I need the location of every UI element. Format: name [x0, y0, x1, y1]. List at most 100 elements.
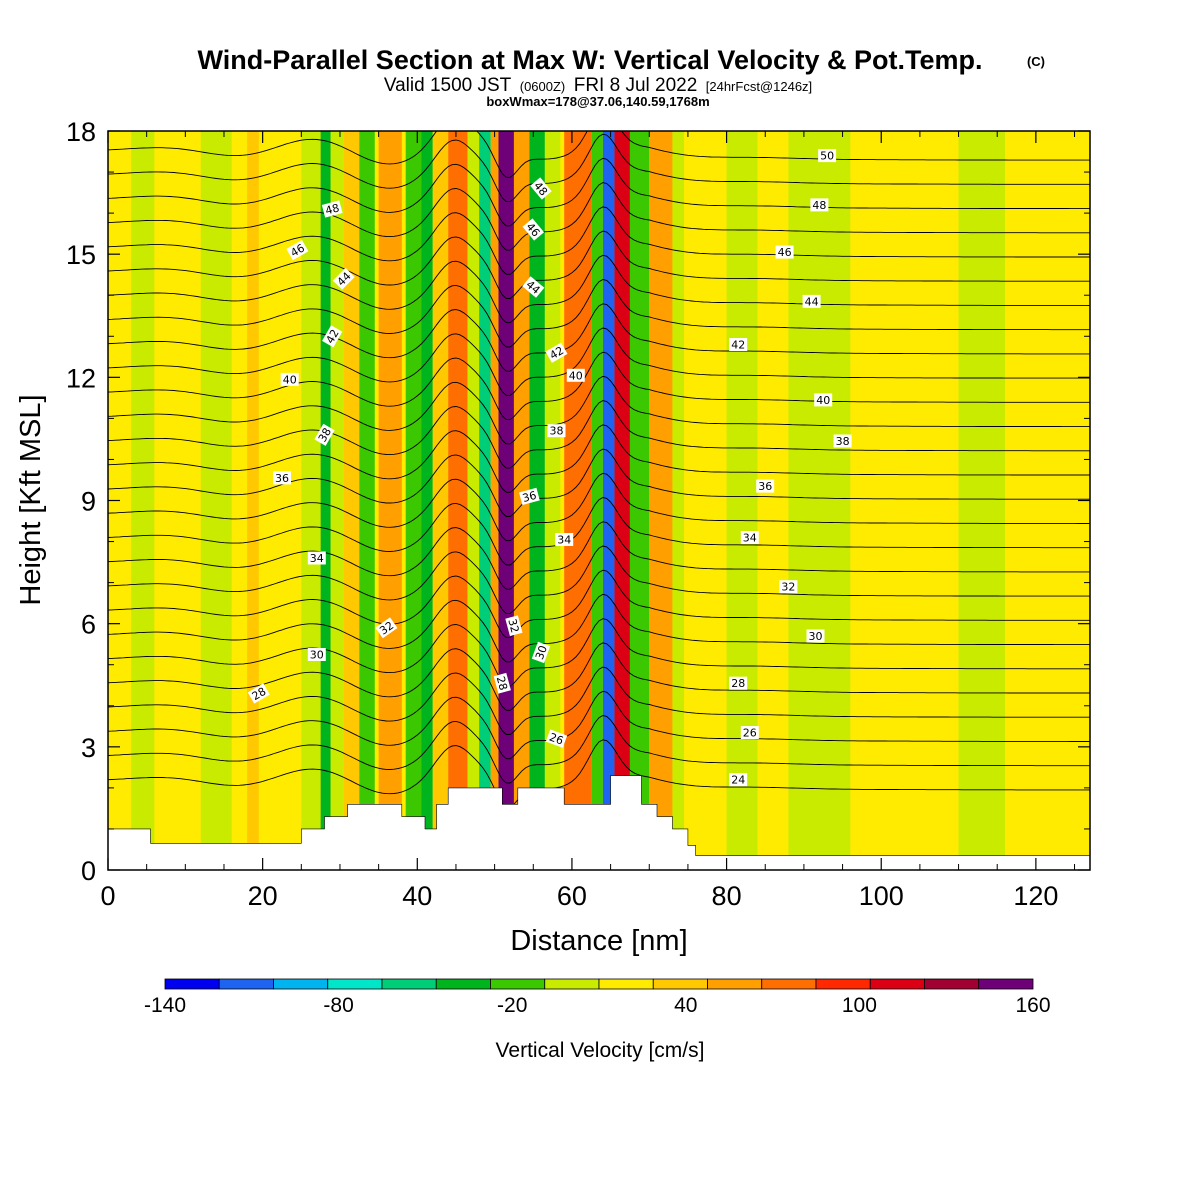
colorbar-swatch [381, 978, 437, 990]
theta-contour-line [108, 182, 1090, 251]
colorbar-label: Vertical Velocity [cm/s] [496, 1039, 705, 1062]
velocity-band [591, 131, 603, 870]
contour-label-text: 42 [547, 344, 566, 362]
theta-contour-line [108, 593, 1090, 663]
copyright-mark: (C) [1027, 54, 1045, 69]
contour-label: 32 [779, 580, 798, 594]
theta-contour-line [108, 157, 1090, 227]
contour-label-text: 26 [548, 731, 566, 748]
theta-contour-line [108, 327, 1090, 396]
x-tick-label: 120 [1013, 881, 1058, 911]
velocity-band [301, 131, 321, 870]
velocity-band [467, 131, 480, 870]
velocity-band [405, 131, 422, 870]
contour-label-text: 28 [494, 675, 510, 692]
colorbar-swatch [978, 978, 1034, 990]
theta-contour-line [108, 230, 1090, 299]
theta-contour-line [108, 690, 1090, 760]
theta-contour-line [108, 618, 1090, 687]
theta-contour-line [108, 715, 1090, 784]
colorbar-tick-label: 100 [842, 994, 877, 1017]
velocity-band [672, 131, 685, 870]
contour-label: 28 [247, 683, 270, 704]
colorbar-tick-label: -140 [144, 994, 186, 1017]
colorbar-swatch [490, 978, 546, 990]
colorbar-tick-label: 160 [1015, 994, 1050, 1017]
contour-label-text: 40 [816, 394, 830, 407]
contour-label: 42 [729, 338, 748, 352]
y-tick-label: 12 [66, 363, 96, 393]
y-tick-label: 0 [81, 856, 96, 886]
colorbar-tick-label: -20 [497, 994, 527, 1017]
velocity-band [343, 131, 360, 870]
valid-prefix: Valid 1500 JST [384, 75, 512, 96]
colorbar-swatch [327, 978, 383, 990]
contour-label-text: 38 [550, 425, 564, 438]
velocity-band [881, 131, 913, 870]
colorbar-swatch [652, 978, 708, 990]
contour-label-text: 36 [758, 480, 772, 493]
contour-label: 24 [729, 773, 748, 787]
contour-label: 26 [740, 726, 759, 740]
contour-label: 44 [802, 294, 821, 308]
velocity-band [131, 131, 155, 870]
contour-label: 48 [321, 200, 343, 218]
contour-label: 28 [729, 676, 748, 690]
contour-label-text: 34 [557, 534, 571, 547]
contour-label: 28 [493, 672, 511, 694]
colorbar-swatch [435, 978, 491, 990]
colorbar-swatch [544, 978, 600, 990]
contour-label: 38 [314, 423, 335, 446]
valid-utc: (0600Z) [520, 79, 566, 94]
theta-contour-line [108, 666, 1090, 735]
box-wmax-info: boxWmax=178@37.06,140.59,1768m [486, 94, 709, 109]
colorbar-swatch [707, 978, 763, 990]
velocity-band [490, 131, 499, 870]
x-tick-label: 0 [100, 881, 115, 911]
velocity-band [359, 131, 375, 870]
x-tick-label: 100 [859, 881, 904, 911]
velocity-band [247, 131, 259, 870]
contour-label-text: 32 [505, 617, 521, 634]
theta-contour-line [108, 303, 1090, 372]
contour-label-text: 28 [731, 677, 745, 690]
terrain-mask [107, 775, 1091, 871]
contour-label: 36 [273, 471, 291, 485]
contour-label-text: 40 [283, 373, 297, 386]
contour-label-text: 46 [778, 246, 792, 259]
contour-label-text: 34 [310, 552, 324, 565]
colorbar-swatch [761, 978, 817, 990]
velocity-band [479, 131, 491, 870]
contour-label-text: 34 [743, 532, 757, 545]
theta-contour-line [108, 497, 1090, 566]
contour-label-text: 38 [836, 435, 850, 448]
theta-contour-line [108, 351, 1090, 421]
x-tick-label: 20 [248, 881, 278, 911]
colorbar-swatch [598, 978, 654, 990]
contour-label-text: 38 [316, 426, 334, 445]
contour-label-text: 32 [781, 581, 795, 594]
chart-title: Wind-Parallel Section at Max W: Vertical… [198, 45, 983, 75]
contour-label: 34 [740, 531, 759, 545]
y-tick-label: 6 [81, 610, 96, 640]
velocity-band [448, 131, 468, 870]
velocity-band [421, 131, 433, 870]
colorbar-swatch [218, 978, 274, 990]
contour-label-text: 48 [812, 199, 826, 212]
contour-label: 30 [307, 648, 326, 662]
contour-label-text: 44 [805, 295, 819, 308]
contour-label-text: 42 [324, 327, 342, 346]
theta-contour-line [108, 521, 1090, 590]
contour-label: 26 [545, 729, 568, 748]
terrain-polygon [107, 775, 1091, 871]
velocity-band [564, 131, 592, 870]
velocity-band [544, 131, 561, 870]
velocity-band [788, 131, 851, 870]
colorbar-swatch [273, 978, 329, 990]
velocity-band [200, 131, 232, 870]
contour-label: 40 [566, 368, 585, 382]
theta-contour-line [108, 448, 1090, 517]
theta-contour-line [108, 133, 1090, 203]
x-axis-label: Distance [nm] [510, 925, 687, 957]
